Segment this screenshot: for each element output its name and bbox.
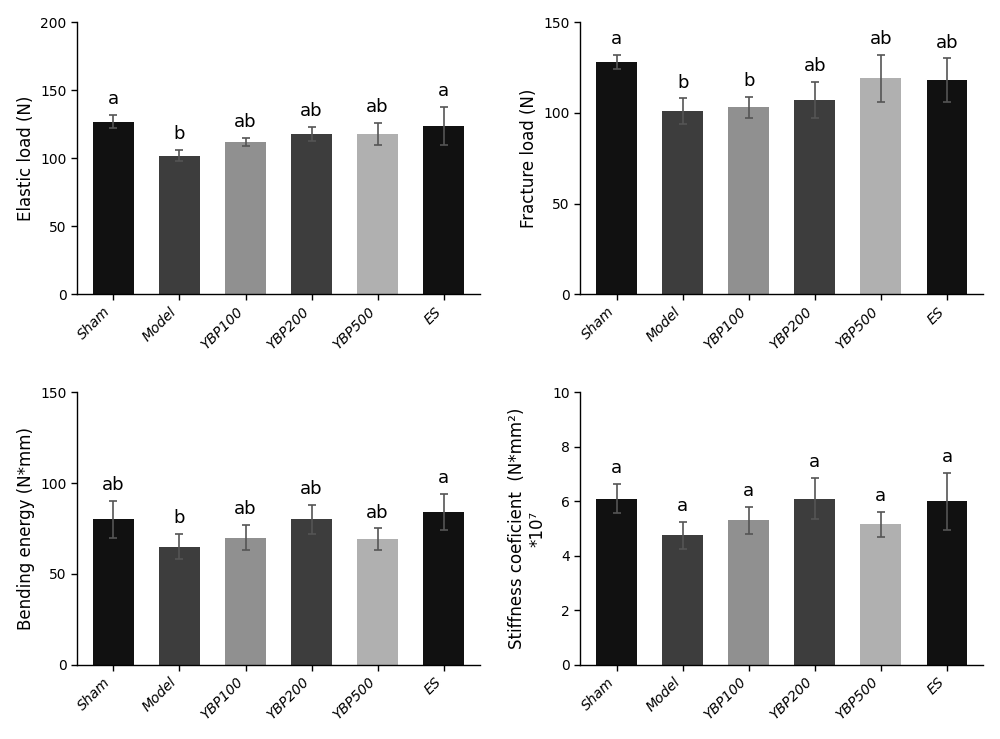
Bar [357,539,398,664]
Bar [728,107,769,294]
Text: ab: ab [870,30,892,48]
Text: ab: ab [234,113,257,131]
Bar [794,101,835,294]
Bar [860,525,901,664]
Bar [225,142,266,294]
Bar [596,499,637,664]
Y-axis label: Bending energy (N*mm): Bending energy (N*mm) [17,427,35,630]
Bar [291,520,332,664]
Bar [423,126,464,294]
Bar [225,537,266,664]
Text: a: a [809,453,820,471]
Text: a: a [611,459,622,477]
Y-axis label: Fracture load (N): Fracture load (N) [520,89,538,228]
Bar [927,81,967,294]
Bar [662,535,703,664]
Bar [291,134,332,294]
Text: a: a [438,469,449,487]
Text: a: a [743,482,754,500]
Text: ab: ab [234,500,257,518]
Y-axis label: Stiffness coeficient  (N*mm²)
*10⁷: Stiffness coeficient (N*mm²) *10⁷ [508,408,547,649]
Text: b: b [677,74,688,92]
Bar [93,520,134,664]
Text: a: a [875,487,886,505]
Y-axis label: Elastic load (N): Elastic load (N) [17,95,35,221]
Bar [794,499,835,664]
Text: ab: ab [366,504,389,522]
Text: a: a [941,448,953,466]
Bar [927,501,967,664]
Bar [728,520,769,664]
Text: b: b [174,126,185,143]
Text: ab: ab [366,98,389,116]
Text: ab: ab [102,477,125,494]
Text: a: a [108,90,119,108]
Bar [93,121,134,294]
Text: a: a [677,497,688,515]
Text: b: b [174,509,185,527]
Text: ab: ab [936,34,958,52]
Bar [860,78,901,294]
Bar [159,155,200,294]
Bar [357,134,398,294]
Text: a: a [611,30,622,48]
Bar [423,512,464,664]
Bar [596,62,637,294]
Text: b: b [743,72,755,89]
Bar [662,111,703,294]
Text: ab: ab [804,57,826,75]
Text: ab: ab [300,480,323,498]
Text: a: a [438,82,449,100]
Text: ab: ab [300,102,323,120]
Bar [159,547,200,664]
